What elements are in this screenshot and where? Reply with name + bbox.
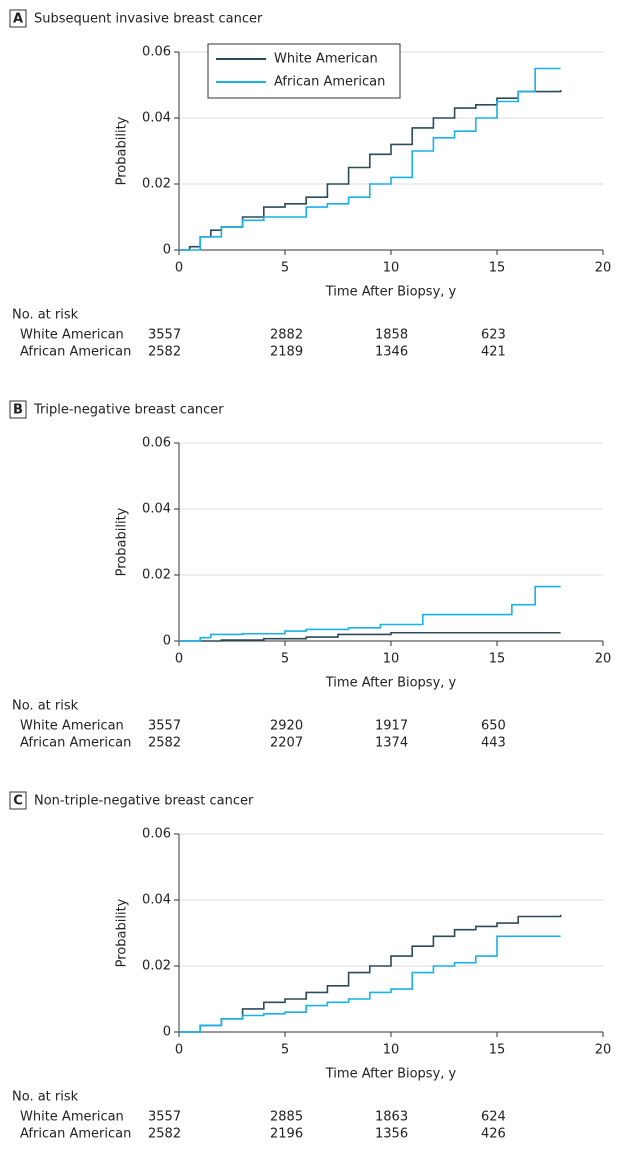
legend-label: African American: [274, 75, 385, 90]
y-tick-label: 0.02: [142, 568, 171, 583]
risk-count: 623: [481, 328, 506, 343]
x-tick-label: 15: [489, 652, 506, 667]
x-tick-label: 5: [281, 261, 289, 276]
x-tick-label: 15: [489, 261, 506, 276]
y-tick-label: 0.06: [142, 436, 171, 451]
x-tick-label: 10: [383, 1043, 400, 1058]
y-tick-label: 0.04: [142, 893, 171, 908]
km-curve: [179, 67, 561, 251]
x-tick-label: 10: [383, 261, 400, 276]
risk-count: 3557: [148, 328, 181, 343]
risk-count: 1346: [375, 345, 408, 360]
panel-badge: [9, 791, 27, 810]
risk-count: 624: [481, 1110, 506, 1125]
y-axis-title: Probability: [115, 898, 130, 967]
panel-letter: B: [13, 403, 23, 418]
km-curve: [179, 935, 561, 1033]
risk-count: 1356: [375, 1127, 408, 1142]
risk-count: 426: [481, 1127, 506, 1142]
risk-count: 650: [481, 719, 506, 734]
y-tick-label: 0: [163, 634, 171, 649]
risk-count: 2196: [270, 1127, 303, 1142]
km-curve: [179, 89, 562, 251]
x-axis-title: Time After Biopsy, y: [325, 1067, 457, 1082]
risk-count: 443: [481, 736, 506, 751]
y-tick-label: 0.02: [142, 177, 171, 192]
risk-count: 1917: [375, 719, 408, 734]
risk-count: 1863: [375, 1110, 408, 1125]
risk-row-name: African American: [20, 345, 131, 360]
y-tick-label: 0.06: [142, 45, 171, 60]
x-axis-title: Time After Biopsy, y: [325, 676, 457, 691]
x-tick-label: 0: [175, 261, 183, 276]
risk-count: 2582: [148, 736, 181, 751]
risk-table-label: No. at risk: [12, 699, 79, 714]
panel-badge: [9, 400, 27, 419]
risk-count: 3557: [148, 1110, 181, 1125]
risk-count: 2582: [148, 345, 181, 360]
y-axis-title: Probability: [115, 116, 130, 185]
panel-badge: [9, 9, 27, 28]
legend-box: [207, 43, 401, 99]
risk-row-name: White American: [20, 719, 124, 734]
x-tick-label: 0: [175, 652, 183, 667]
risk-table-label: No. at risk: [12, 308, 79, 323]
y-tick-label: 0: [163, 243, 171, 258]
y-tick-label: 0: [163, 1025, 171, 1040]
km-curve: [179, 585, 561, 642]
y-tick-label: 0.02: [142, 959, 171, 974]
panel-letter: C: [13, 794, 23, 809]
risk-count: 2189: [270, 345, 303, 360]
x-tick-label: 20: [595, 1043, 612, 1058]
y-tick-label: 0.04: [142, 502, 171, 517]
risk-count: 421: [481, 345, 506, 360]
risk-count: 3557: [148, 719, 181, 734]
km-curve: [179, 914, 562, 1033]
y-tick-label: 0.04: [142, 111, 171, 126]
risk-row-name: White American: [20, 328, 124, 343]
panel-letter: A: [13, 12, 23, 27]
risk-count: 2582: [148, 1127, 181, 1142]
panel-title: Non-triple-negative breast cancer: [34, 794, 254, 809]
y-tick-label: 0.06: [142, 827, 171, 842]
risk-count: 1858: [375, 328, 408, 343]
x-tick-label: 5: [281, 652, 289, 667]
x-tick-label: 20: [595, 652, 612, 667]
x-tick-label: 20: [595, 261, 612, 276]
risk-row-name: African American: [20, 736, 131, 751]
x-tick-label: 5: [281, 1043, 289, 1058]
risk-count: 2885: [270, 1110, 303, 1125]
x-tick-label: 10: [383, 652, 400, 667]
x-tick-label: 0: [175, 1043, 183, 1058]
risk-count: 2920: [270, 719, 303, 734]
panel-title: Subsequent invasive breast cancer: [34, 12, 263, 27]
legend-label: White American: [274, 52, 378, 67]
km-curve: [179, 631, 561, 642]
x-tick-label: 15: [489, 1043, 506, 1058]
risk-count: 1374: [375, 736, 408, 751]
risk-count: 2207: [270, 736, 303, 751]
risk-table-label: No. at risk: [12, 1090, 79, 1105]
y-axis-title: Probability: [115, 507, 130, 576]
panel-title: Triple-negative breast cancer: [33, 403, 224, 418]
risk-row-name: White American: [20, 1110, 124, 1125]
risk-count: 2882: [270, 328, 303, 343]
risk-row-name: African American: [20, 1127, 131, 1142]
x-axis-title: Time After Biopsy, y: [325, 285, 457, 300]
